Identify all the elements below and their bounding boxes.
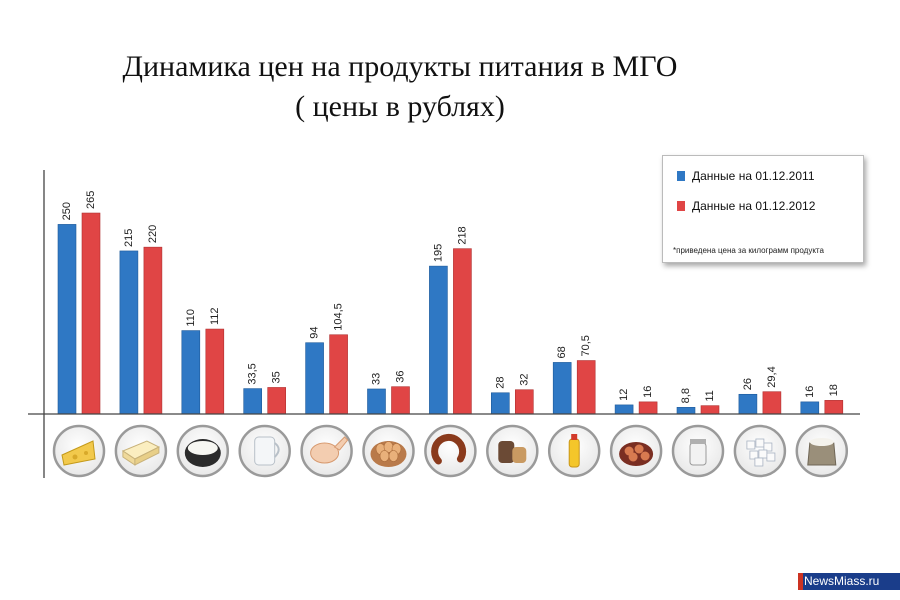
bar-potatoes-s1: [614, 404, 634, 415]
legend-item-2011: Данные на 01.12.2011: [677, 169, 815, 183]
bar-sugar-s2: [762, 391, 782, 415]
value-label-chicken-s1: 94: [309, 326, 321, 338]
sausage-picture: [431, 433, 467, 465]
salt-picture: [689, 439, 707, 466]
value-label-butter-s1: 215: [123, 229, 135, 247]
milk-picture: [254, 436, 280, 466]
legend-item-2012: Данные на 01.12.2012: [677, 199, 815, 213]
value-label-potatoes-s2: 16: [642, 386, 654, 398]
bar-chicken-s1: [305, 342, 324, 415]
bar-butter-s2: [143, 246, 163, 415]
value-label-eggs-s1: 33: [371, 373, 383, 385]
legend-label-2012: Данные на 01.12.2012: [692, 199, 816, 213]
bar-salt-s2: [700, 405, 720, 415]
value-label-flour-s2: 18: [828, 384, 840, 396]
value-label-sausage-s1: 195: [432, 244, 444, 262]
bar-oil-s2: [576, 360, 596, 415]
value-label-butter-s2: 220: [147, 225, 159, 243]
bar-potatoes-s2: [638, 401, 658, 415]
value-label-sour-cream-s2: 112: [209, 308, 221, 326]
legend: Данные на 01.12.2011 Данные на 01.12.201…: [662, 155, 864, 263]
value-label-sugar-s1: 26: [742, 378, 754, 390]
bar-oil-s1: [552, 362, 572, 415]
value-label-sugar-s2: 29,4: [766, 366, 778, 387]
flour-picture: [807, 438, 837, 466]
legend-note: *приведена цена за килограмм продукта: [673, 246, 824, 255]
value-label-cheese-s1: 250: [61, 202, 73, 220]
value-label-eggs-s2: 36: [395, 370, 407, 382]
value-label-milk-s1: 33,5: [247, 363, 259, 384]
bar-milk-s1: [243, 388, 262, 415]
bar-sugar-s1: [738, 393, 758, 415]
potatoes-picture: [619, 442, 654, 466]
bar-sour-cream-s1: [181, 330, 201, 415]
bar-chicken-s2: [329, 334, 348, 415]
chicken-picture: [310, 436, 349, 464]
bar-eggs-s1: [367, 388, 386, 415]
value-label-flour-s1: 16: [804, 386, 816, 398]
bar-sausage-s2: [453, 248, 472, 415]
chart-subtitle: ( цены в рублях): [295, 90, 505, 123]
source-badge: NewsMiass.ru: [798, 573, 900, 590]
bar-eggs-s2: [391, 386, 410, 415]
sour-cream-picture: [184, 439, 221, 467]
value-label-oil-s1: 68: [556, 346, 568, 358]
value-label-cheese-s2: 265: [85, 191, 97, 209]
oil-picture: [568, 434, 580, 468]
bar-sausage-s1: [429, 265, 448, 415]
value-label-salt-s1: 8,8: [680, 388, 692, 403]
chart-title: Динамика цен на продукты питания в МГО: [122, 50, 678, 83]
bar-flour-s2: [824, 400, 844, 415]
legend-label-2011: Данные на 01.12.2011: [692, 169, 815, 183]
legend-swatch-2012: [677, 201, 685, 211]
value-label-potatoes-s1: 12: [618, 389, 630, 401]
legend-swatch-2011: [677, 171, 685, 181]
bar-milk-s2: [267, 387, 287, 415]
value-label-milk-s2: 35: [271, 371, 283, 383]
bar-cheese-s1: [57, 224, 77, 415]
bar-bread-s1: [490, 392, 510, 415]
bar-salt-s1: [676, 407, 696, 415]
value-label-sour-cream-s1: 110: [185, 309, 197, 327]
bar-butter-s1: [119, 250, 139, 415]
bread-picture: [498, 441, 527, 463]
bar-sour-cream-s2: [205, 328, 225, 415]
cheese-picture: [61, 440, 96, 466]
value-label-salt-s2: 11: [704, 390, 716, 401]
value-label-chicken-s2: 104,5: [333, 303, 345, 331]
sugar-picture: [746, 438, 776, 467]
bar-flour-s1: [800, 401, 820, 415]
value-label-bread-s1: 28: [494, 377, 506, 389]
value-label-oil-s2: 70,5: [580, 335, 592, 356]
bar-bread-s2: [514, 389, 534, 415]
eggs-picture: [370, 441, 407, 467]
value-label-sausage-s2: 218: [456, 226, 468, 244]
bar-cheese-s2: [81, 212, 101, 415]
butter-picture: [121, 440, 161, 466]
value-label-bread-s2: 32: [518, 373, 530, 385]
